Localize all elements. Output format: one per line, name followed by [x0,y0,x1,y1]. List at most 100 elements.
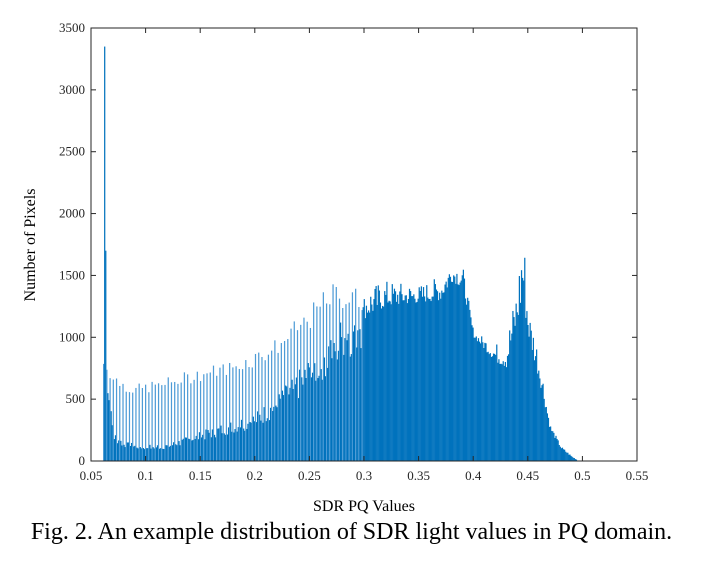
histogram-bar [409,291,412,461]
histogram-bar [121,445,123,461]
histogram-bar [230,422,232,461]
histogram-bar [421,296,424,461]
histogram-bar [111,425,113,461]
histogram-bar [476,341,478,461]
histogram-bar [327,367,329,461]
histogram-bar [146,448,148,461]
histogram-bar [395,301,398,461]
x-tick-label: 0.4 [465,468,482,483]
histogram-bar [185,437,188,461]
histogram-bar [128,392,131,461]
histogram-bar [394,291,397,461]
histogram-bar [559,446,561,461]
histogram-bar [330,340,332,461]
histogram-bar [249,422,251,461]
histogram-bar [520,270,523,461]
histogram-bar [184,437,187,461]
histogram-bar [168,446,170,461]
histogram-bar [281,390,284,461]
histogram-bar [444,284,446,461]
histogram-bar [150,448,152,461]
histogram-bar [174,381,176,461]
histogram-bar [304,369,306,461]
histogram-bar [289,387,291,461]
histogram-bar [273,406,275,461]
histogram-bar [510,340,512,461]
histogram-bar [367,310,370,461]
histogram-bar [218,428,220,461]
histogram-bar [257,411,259,461]
histogram-bar [448,274,450,461]
histogram-bar [403,300,405,461]
histogram-bar [331,358,333,461]
histogram-bar [469,309,471,461]
histogram-bar [376,304,378,461]
histogram-bar [227,427,230,461]
histogram-bar [322,292,324,461]
histogram-bar [232,367,234,461]
histogram-bar [301,377,303,461]
histogram-bar [416,301,418,461]
histogram-bar [274,340,276,461]
histogram-bar [136,447,138,461]
histogram-bar [472,327,474,461]
histogram-bar [209,372,211,461]
histogram-bar [307,363,309,461]
histogram-bar [224,434,226,461]
histogram-bar [108,400,110,461]
histogram-bar [105,250,107,461]
histogram-bar [568,454,570,461]
x-axis-label: SDR PQ Values [313,498,415,515]
histogram-bar [566,452,568,461]
histogram-bar [129,445,132,461]
histogram-bar [253,421,256,461]
histogram-bar [366,312,369,461]
histogram-bar [348,302,350,461]
histogram-bar [239,427,242,461]
histogram-bar [553,432,555,461]
histogram-bar [453,275,455,461]
histogram-bar [295,377,298,461]
histogram-bar [379,302,382,461]
histogram-bar [276,407,278,461]
histogram-bar [338,298,341,461]
histogram-bar [344,338,346,461]
histogram-bar [542,383,544,461]
histogram-bar [266,418,268,461]
histogram-bar [240,419,243,461]
histogram-bar [528,336,530,461]
histogram-bar [199,381,202,461]
histogram-bar [532,337,535,461]
histogram-bar [557,440,559,461]
histogram-bar [481,336,483,461]
histogram-bar [473,337,475,461]
histogram-bar [137,448,139,461]
histogram-bar [406,303,408,461]
histogram-chart: 0.05 0.1 0.15 0.2 0.25 0.3 0.35 0.4 0.45 0.5 0.55 … [22,20,648,515]
histogram-bar [509,330,511,461]
histogram-bar [260,420,262,461]
histogram-bar [238,368,240,461]
histogram-bar [377,285,379,461]
histogram-bar [233,432,235,461]
histogram-bar [471,325,473,461]
histogram-bar [492,353,495,461]
histogram-bar [558,445,560,461]
histogram-bar [115,378,118,461]
histogram-bar [450,281,453,461]
histogram-bar [122,383,124,461]
histogram-bar [571,456,573,461]
x-tick-label: 0.2 [247,468,263,483]
histogram-bar [364,318,366,461]
histogram-bar [231,431,233,461]
histogram-bar [141,388,144,461]
histogram-bar [543,398,545,461]
histogram-bar [131,442,133,461]
histogram-bar [425,301,427,461]
histogram-bar [529,322,531,461]
histogram-bar [539,378,541,461]
histogram-bar [516,312,518,461]
histogram-bar [357,330,359,461]
histogram-bar [369,312,371,461]
histogram-bar [288,394,290,461]
